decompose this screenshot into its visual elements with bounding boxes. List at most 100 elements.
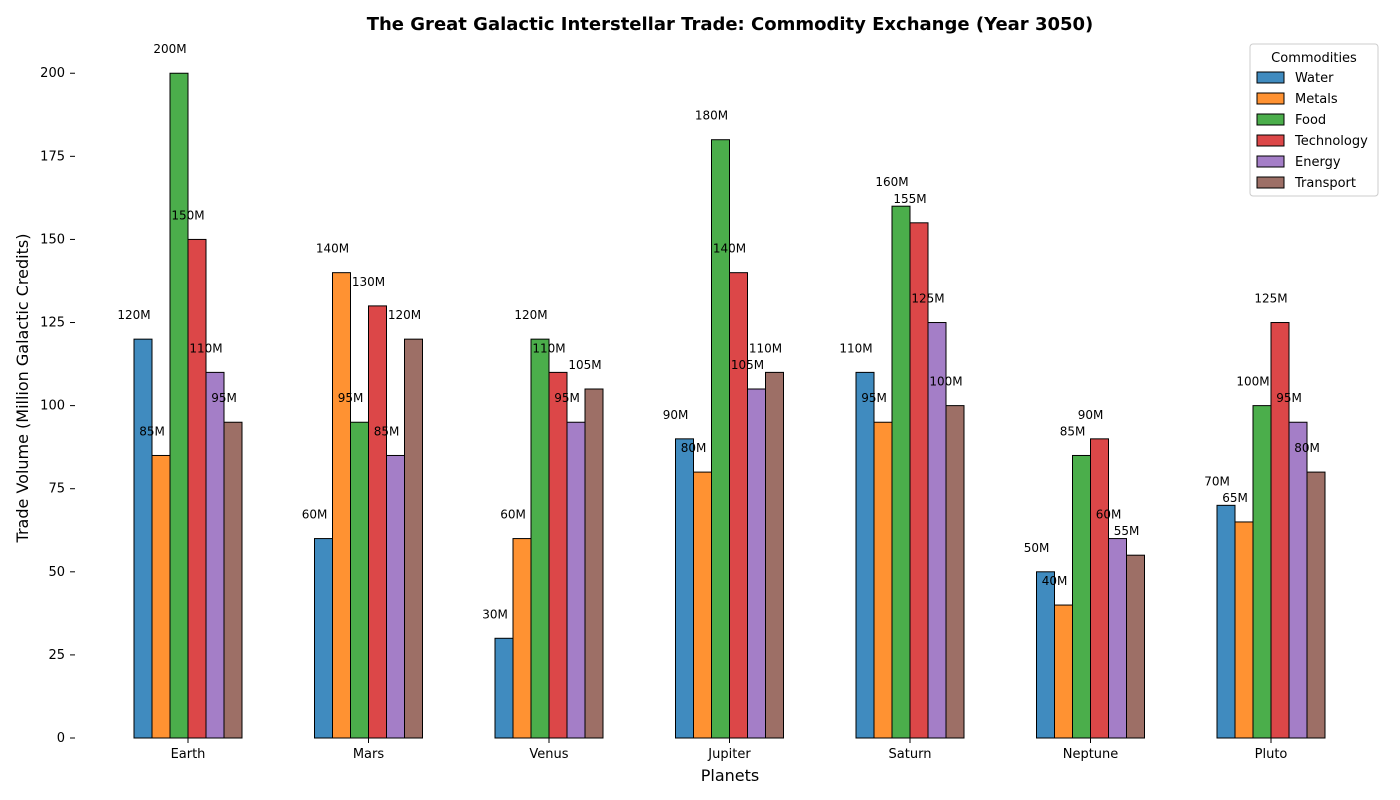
y-tick-label: 0 bbox=[57, 731, 65, 746]
y-tick-label: 25 bbox=[48, 648, 65, 663]
bar bbox=[386, 454, 405, 739]
bar bbox=[548, 371, 568, 739]
x-tick-label: Saturn bbox=[889, 747, 932, 762]
bar-value-label: 80M bbox=[1294, 441, 1320, 455]
bar bbox=[765, 371, 784, 739]
x-axis: Earth Mars Venus Jupiter Saturn Neptune Pluto bbox=[171, 738, 1288, 762]
bar bbox=[747, 388, 766, 739]
x-tick-label: Earth bbox=[171, 747, 206, 762]
bar-value-label: 40M bbox=[1042, 574, 1068, 588]
y-tick-label: 200 bbox=[40, 66, 65, 81]
bar-value-label: 60M bbox=[302, 508, 328, 522]
bars-group bbox=[133, 72, 1326, 739]
bar bbox=[855, 371, 875, 739]
legend-swatch bbox=[1256, 113, 1285, 126]
legend-label: Metals bbox=[1295, 92, 1338, 107]
y-tick-label: 125 bbox=[40, 316, 65, 331]
bar-value-label: 60M bbox=[1096, 508, 1122, 522]
bar-value-label: 95M bbox=[1276, 391, 1302, 405]
legend-swatch bbox=[1256, 155, 1285, 168]
bar-value-label: 160M bbox=[875, 175, 908, 189]
x-tick-label: Pluto bbox=[1255, 747, 1288, 762]
bar bbox=[873, 421, 893, 739]
bar bbox=[693, 471, 712, 739]
bar-value-label: 95M bbox=[861, 391, 887, 405]
bar-value-label: 95M bbox=[554, 391, 580, 405]
bar-value-label: 55M bbox=[1114, 524, 1140, 538]
bar bbox=[729, 272, 748, 739]
bar bbox=[530, 338, 550, 739]
bar-value-label: 85M bbox=[374, 424, 400, 438]
y-tick-label: 50 bbox=[48, 565, 65, 580]
bar-value-label: 95M bbox=[338, 391, 364, 405]
bar bbox=[1108, 538, 1127, 739]
bar-value-label: 140M bbox=[713, 242, 746, 256]
legend-items: Water Metals Food Technology Energy Transport bbox=[1256, 71, 1368, 191]
bar bbox=[1252, 405, 1272, 739]
bar-value-label: 65M bbox=[1222, 491, 1248, 505]
y-axis: 0 25 50 75 100 125 150 175 200 bbox=[40, 66, 75, 746]
legend-title: Commodities bbox=[1271, 51, 1357, 66]
bar bbox=[187, 238, 207, 739]
bar-value-label: 30M bbox=[482, 607, 508, 621]
bar bbox=[1090, 438, 1109, 739]
bar-value-label: 50M bbox=[1024, 541, 1050, 555]
bar-value-label: 180M bbox=[695, 109, 728, 123]
bar bbox=[133, 338, 153, 739]
bar-value-label: 110M bbox=[189, 341, 222, 355]
legend-swatch bbox=[1256, 71, 1285, 84]
bar-value-label: 120M bbox=[117, 308, 150, 322]
bar bbox=[1054, 604, 1073, 739]
bar-value-label: 85M bbox=[1060, 424, 1086, 438]
y-tick-label: 150 bbox=[40, 232, 65, 247]
legend-swatch bbox=[1256, 92, 1285, 105]
bar bbox=[512, 538, 532, 739]
bar bbox=[1306, 471, 1326, 739]
legend-label: Technology bbox=[1294, 134, 1368, 149]
legend-label: Water bbox=[1295, 71, 1334, 86]
y-tick-label: 175 bbox=[40, 149, 65, 164]
x-tick-label: Neptune bbox=[1063, 747, 1119, 762]
bar-value-label: 105M bbox=[731, 358, 764, 372]
bar-value-label: 85M bbox=[139, 424, 165, 438]
legend-swatch bbox=[1256, 176, 1285, 189]
bar bbox=[675, 438, 694, 739]
bar-value-label: 110M bbox=[839, 341, 872, 355]
bar bbox=[368, 305, 387, 739]
bar-value-label: 120M bbox=[388, 308, 421, 322]
x-tick-label: Venus bbox=[529, 747, 568, 762]
bar bbox=[169, 72, 189, 739]
bar-value-label: 140M bbox=[316, 242, 349, 256]
legend-label: Food bbox=[1295, 113, 1326, 128]
x-axis-label: Planets bbox=[701, 766, 760, 785]
bar-value-label: 125M bbox=[911, 292, 944, 306]
bar-value-label: 100M bbox=[1236, 375, 1269, 389]
bar-value-label: 80M bbox=[681, 441, 707, 455]
bar-value-label: 130M bbox=[352, 275, 385, 289]
y-tick-label: 75 bbox=[48, 482, 65, 497]
bar-value-label: 120M bbox=[514, 308, 547, 322]
bar-labels-group: 120M 85M 200M 150M 110M 95M 60M 140M 95M 130M 85M 1… bbox=[117, 42, 1319, 621]
bar bbox=[1288, 421, 1308, 739]
bar-value-label: 90M bbox=[663, 408, 689, 422]
bar-value-label: 60M bbox=[500, 508, 526, 522]
bar bbox=[1234, 521, 1254, 739]
bar-value-label: 110M bbox=[749, 341, 782, 355]
bar-value-label: 150M bbox=[171, 208, 204, 222]
bar-value-label: 70M bbox=[1204, 474, 1230, 488]
bar bbox=[205, 371, 225, 739]
legend: Commodities Water Metals Food Technology Ene… bbox=[1249, 43, 1379, 197]
bar bbox=[1072, 454, 1091, 739]
bar bbox=[891, 205, 911, 739]
bar bbox=[404, 338, 423, 739]
bar-value-label: 105M bbox=[568, 358, 601, 372]
bar-value-label: 200M bbox=[153, 42, 186, 56]
bar bbox=[314, 538, 333, 739]
bar-value-label: 125M bbox=[1254, 292, 1287, 306]
y-tick-label: 100 bbox=[40, 399, 65, 414]
bar-value-label: 155M bbox=[893, 192, 926, 206]
legend-swatch bbox=[1256, 134, 1285, 147]
bar bbox=[1270, 322, 1290, 739]
